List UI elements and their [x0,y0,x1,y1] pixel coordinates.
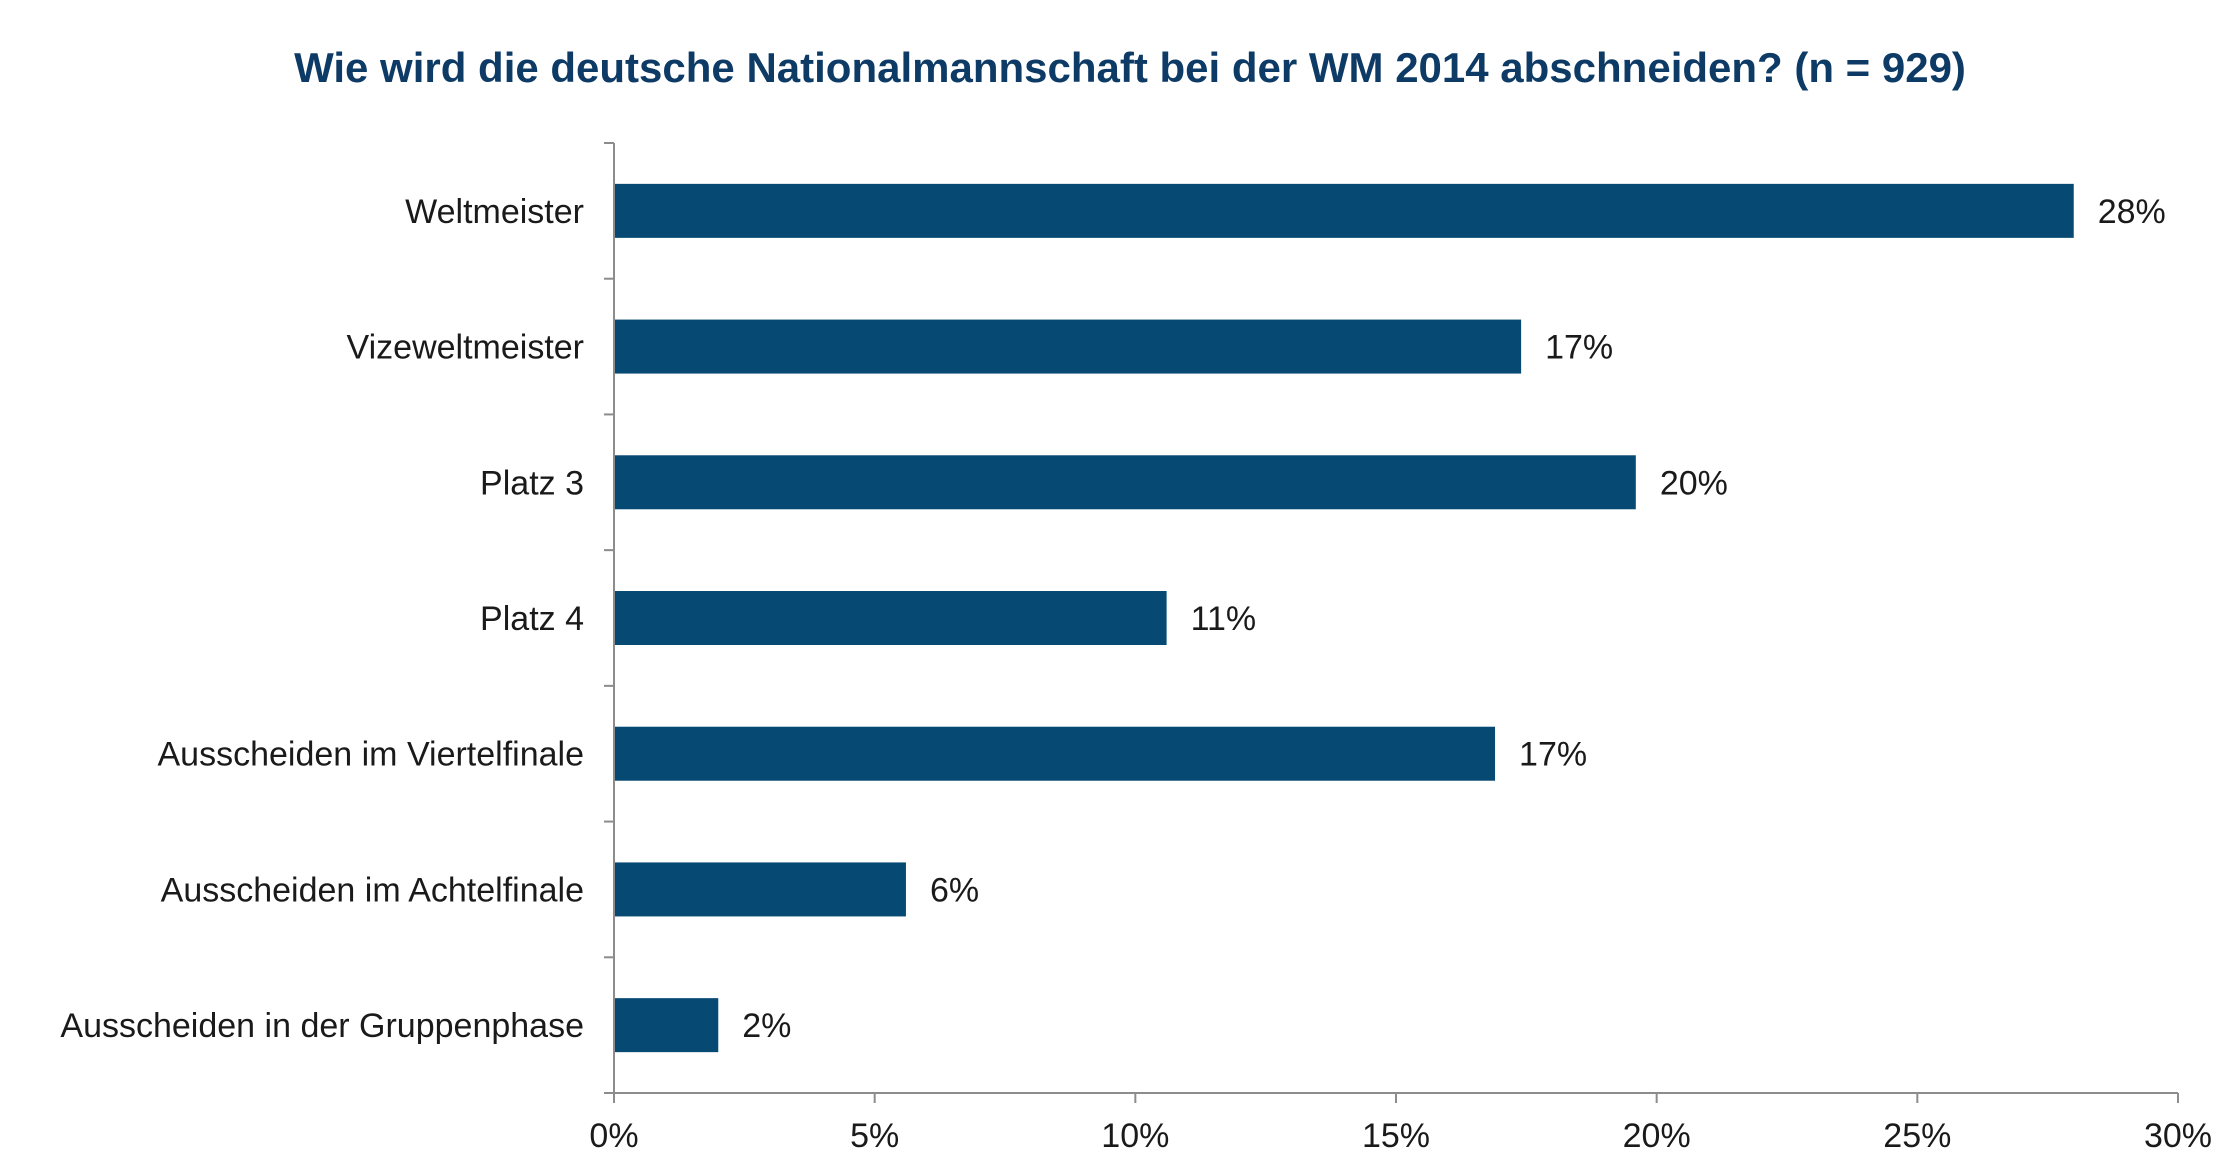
x-tick-label: 5% [850,1117,899,1155]
data-label: 17% [1519,736,1587,774]
x-tick-label: 25% [1883,1117,1951,1155]
data-label: 6% [930,871,979,909]
x-tick-label: 10% [1101,1117,1169,1155]
data-label: 20% [1660,464,1728,502]
axis-layer: 0% 5% 10% 15% 20% 25% 30% [589,142,2212,1155]
bars-layer: Weltmeister 28% Vizeweltmeister 17% Platz 3 2… [60,183,2166,1053]
bar-7 [614,998,719,1053]
category-label: Vizeweltmeister [347,329,584,367]
data-label: 2% [742,1007,791,1045]
bar-1 [614,183,2074,238]
x-tick-label: 0% [589,1117,638,1155]
category-label: Platz 3 [480,464,584,502]
bar-4 [614,591,1167,645]
category-label: Ausscheiden im Viertelfinale [158,736,585,774]
x-tick-label: 15% [1362,1117,1430,1155]
category-label: Ausscheiden im Achtelfinale [161,871,584,909]
bar-3 [614,455,1636,510]
category-label: Platz 4 [480,600,584,638]
data-label: 11% [1191,600,1257,638]
x-tick-label: 30% [2144,1117,2212,1155]
data-label: 28% [2098,193,2166,231]
category-label: Ausscheiden in der Gruppenphase [60,1007,584,1045]
chart-title: Wie wird die deutsche Nationalmannschaft… [294,44,1966,91]
data-label: 17% [1545,329,1613,367]
x-tick-label: 20% [1623,1117,1691,1155]
category-label: Weltmeister [405,193,584,231]
bar-6 [614,862,906,917]
bar-5 [614,726,1496,781]
bar-2 [614,319,1522,374]
